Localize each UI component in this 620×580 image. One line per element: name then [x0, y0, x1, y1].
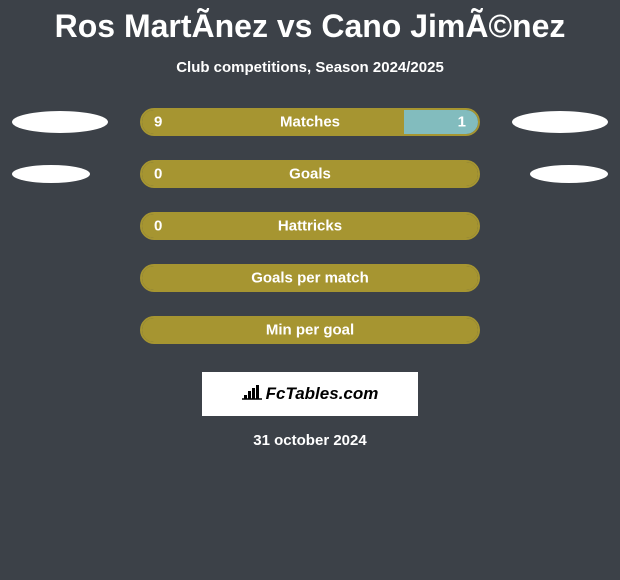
player-ellipse-right: [530, 165, 608, 183]
stat-bar: 0Hattricks: [140, 212, 480, 240]
stat-row: Min per goal: [0, 316, 620, 344]
stat-label: Matches: [142, 114, 478, 131]
stat-bar: 0Goals: [140, 160, 480, 188]
page-subtitle: Club competitions, Season 2024/2025: [176, 59, 444, 76]
stat-label: Goals: [142, 166, 478, 183]
logo-text: FcTables.com: [242, 383, 379, 406]
stat-label: Min per goal: [142, 322, 478, 339]
stat-label: Goals per match: [142, 270, 478, 287]
main-container: Ros MartÃ­nez vs Cano JimÃ©nez Club comp…: [0, 0, 620, 449]
stat-bar: Min per goal: [140, 316, 480, 344]
page-title: Ros MartÃ­nez vs Cano JimÃ©nez: [55, 8, 566, 45]
stat-row: Goals per match: [0, 264, 620, 292]
stats-container: 9Matches1 0Goals 0Hattricks Goals per match…: [0, 108, 620, 368]
player-ellipse-left: [12, 165, 90, 183]
stat-value-right: 1: [458, 114, 466, 131]
date-text: 31 october 2024: [253, 432, 366, 449]
stat-bar: 9Matches1: [140, 108, 480, 136]
chart-icon: [242, 383, 262, 406]
logo-box: FcTables.com: [202, 372, 418, 416]
stat-row: 0Goals: [0, 160, 620, 188]
stat-row: 0Hattricks: [0, 212, 620, 240]
stat-label: Hattricks: [142, 218, 478, 235]
player-ellipse-left: [12, 111, 108, 133]
stat-row: 9Matches1: [0, 108, 620, 136]
stat-bar: Goals per match: [140, 264, 480, 292]
logo-label: FcTables.com: [266, 384, 379, 404]
player-ellipse-right: [512, 111, 608, 133]
